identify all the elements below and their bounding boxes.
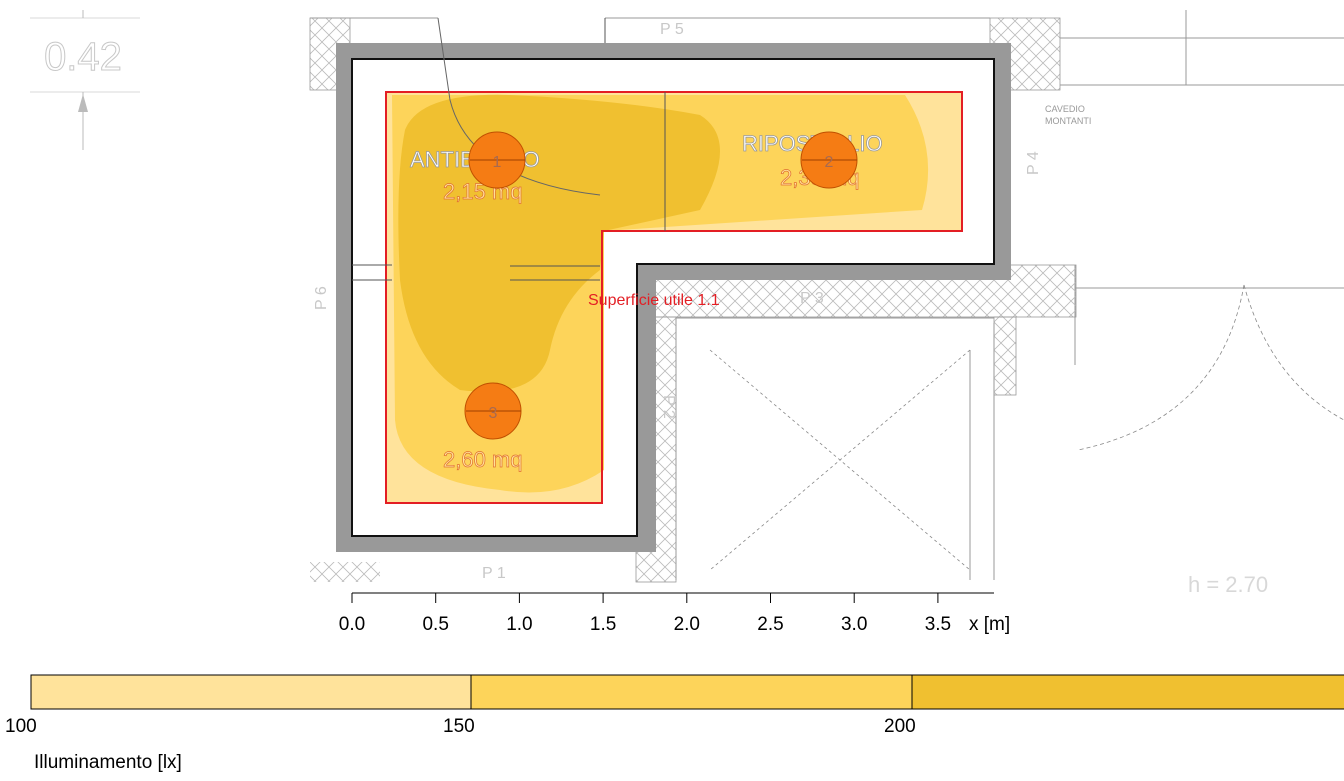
cavedio-line1: CAVEDIO: [1045, 104, 1085, 114]
luminaires: 1 2 3: [464, 131, 858, 440]
wall-label-p2: P 2: [660, 395, 677, 419]
wall-label-p5: P 5: [660, 21, 684, 38]
dimension-value: 0.42: [44, 35, 122, 79]
x-axis-tick-label: 1.0: [506, 614, 532, 635]
legend-value-100: 100: [5, 716, 37, 737]
x-axis-label: x [m]: [969, 614, 1010, 635]
surface-label: Superficie utile 1.1: [588, 292, 720, 309]
legend-value-200: 200: [884, 716, 916, 737]
luminaire-2-label: 2: [825, 154, 834, 171]
room-area-3: 2,60 mq: [443, 447, 523, 472]
wall-label-p6: P 6: [313, 286, 330, 310]
legend-value-150: 150: [443, 716, 475, 737]
wall-labels: P 5 P 1 P 3 P 4 P 6 P 2: [313, 21, 1042, 582]
x-axis-tick-label: 2.0: [674, 614, 700, 635]
legend-swatch-3: [911, 674, 1344, 710]
legend-title: Illuminamento [lx]: [34, 752, 182, 773]
luminaire-1: 1: [468, 131, 526, 189]
luminaire-3: 3: [464, 382, 522, 440]
wall-label-p1: P 1: [482, 565, 506, 582]
x-axis-tick-label: 3.0: [841, 614, 867, 635]
height-label: h = 2.70: [1188, 572, 1268, 597]
legend-swatch-1: [30, 674, 472, 710]
luminaire-2: 2: [800, 131, 858, 189]
x-axis: 0.0 0.5 1.0 1.5 2.0 2.5 3.0 3.5 x [m]: [339, 592, 1010, 635]
luminaire-1-label: 1: [493, 154, 502, 171]
x-axis-tick-label: 0.5: [422, 614, 448, 635]
x-axis-tick-label: 2.5: [757, 614, 783, 635]
wall-label-p4: P 4: [1025, 151, 1042, 175]
x-axis-tick-label: 0.0: [339, 614, 365, 635]
legend-swatch-2: [470, 674, 913, 710]
dimension-marker: 0.42: [30, 10, 140, 150]
x-axis-tick-label: 1.5: [590, 614, 616, 635]
lift-shaft: [709, 349, 971, 571]
legend-bar: [30, 674, 1344, 710]
cavedio-line2: MONTANTI: [1045, 116, 1091, 126]
calculation-surface: [385, 91, 963, 504]
luminaire-3-label: 3: [489, 405, 498, 422]
door-arc: [1077, 284, 1344, 451]
cavedio-label: CAVEDIO MONTANTI: [1045, 104, 1091, 126]
x-axis-tick-label: 3.5: [925, 614, 951, 635]
wall-label-p3: P 3: [800, 290, 824, 307]
